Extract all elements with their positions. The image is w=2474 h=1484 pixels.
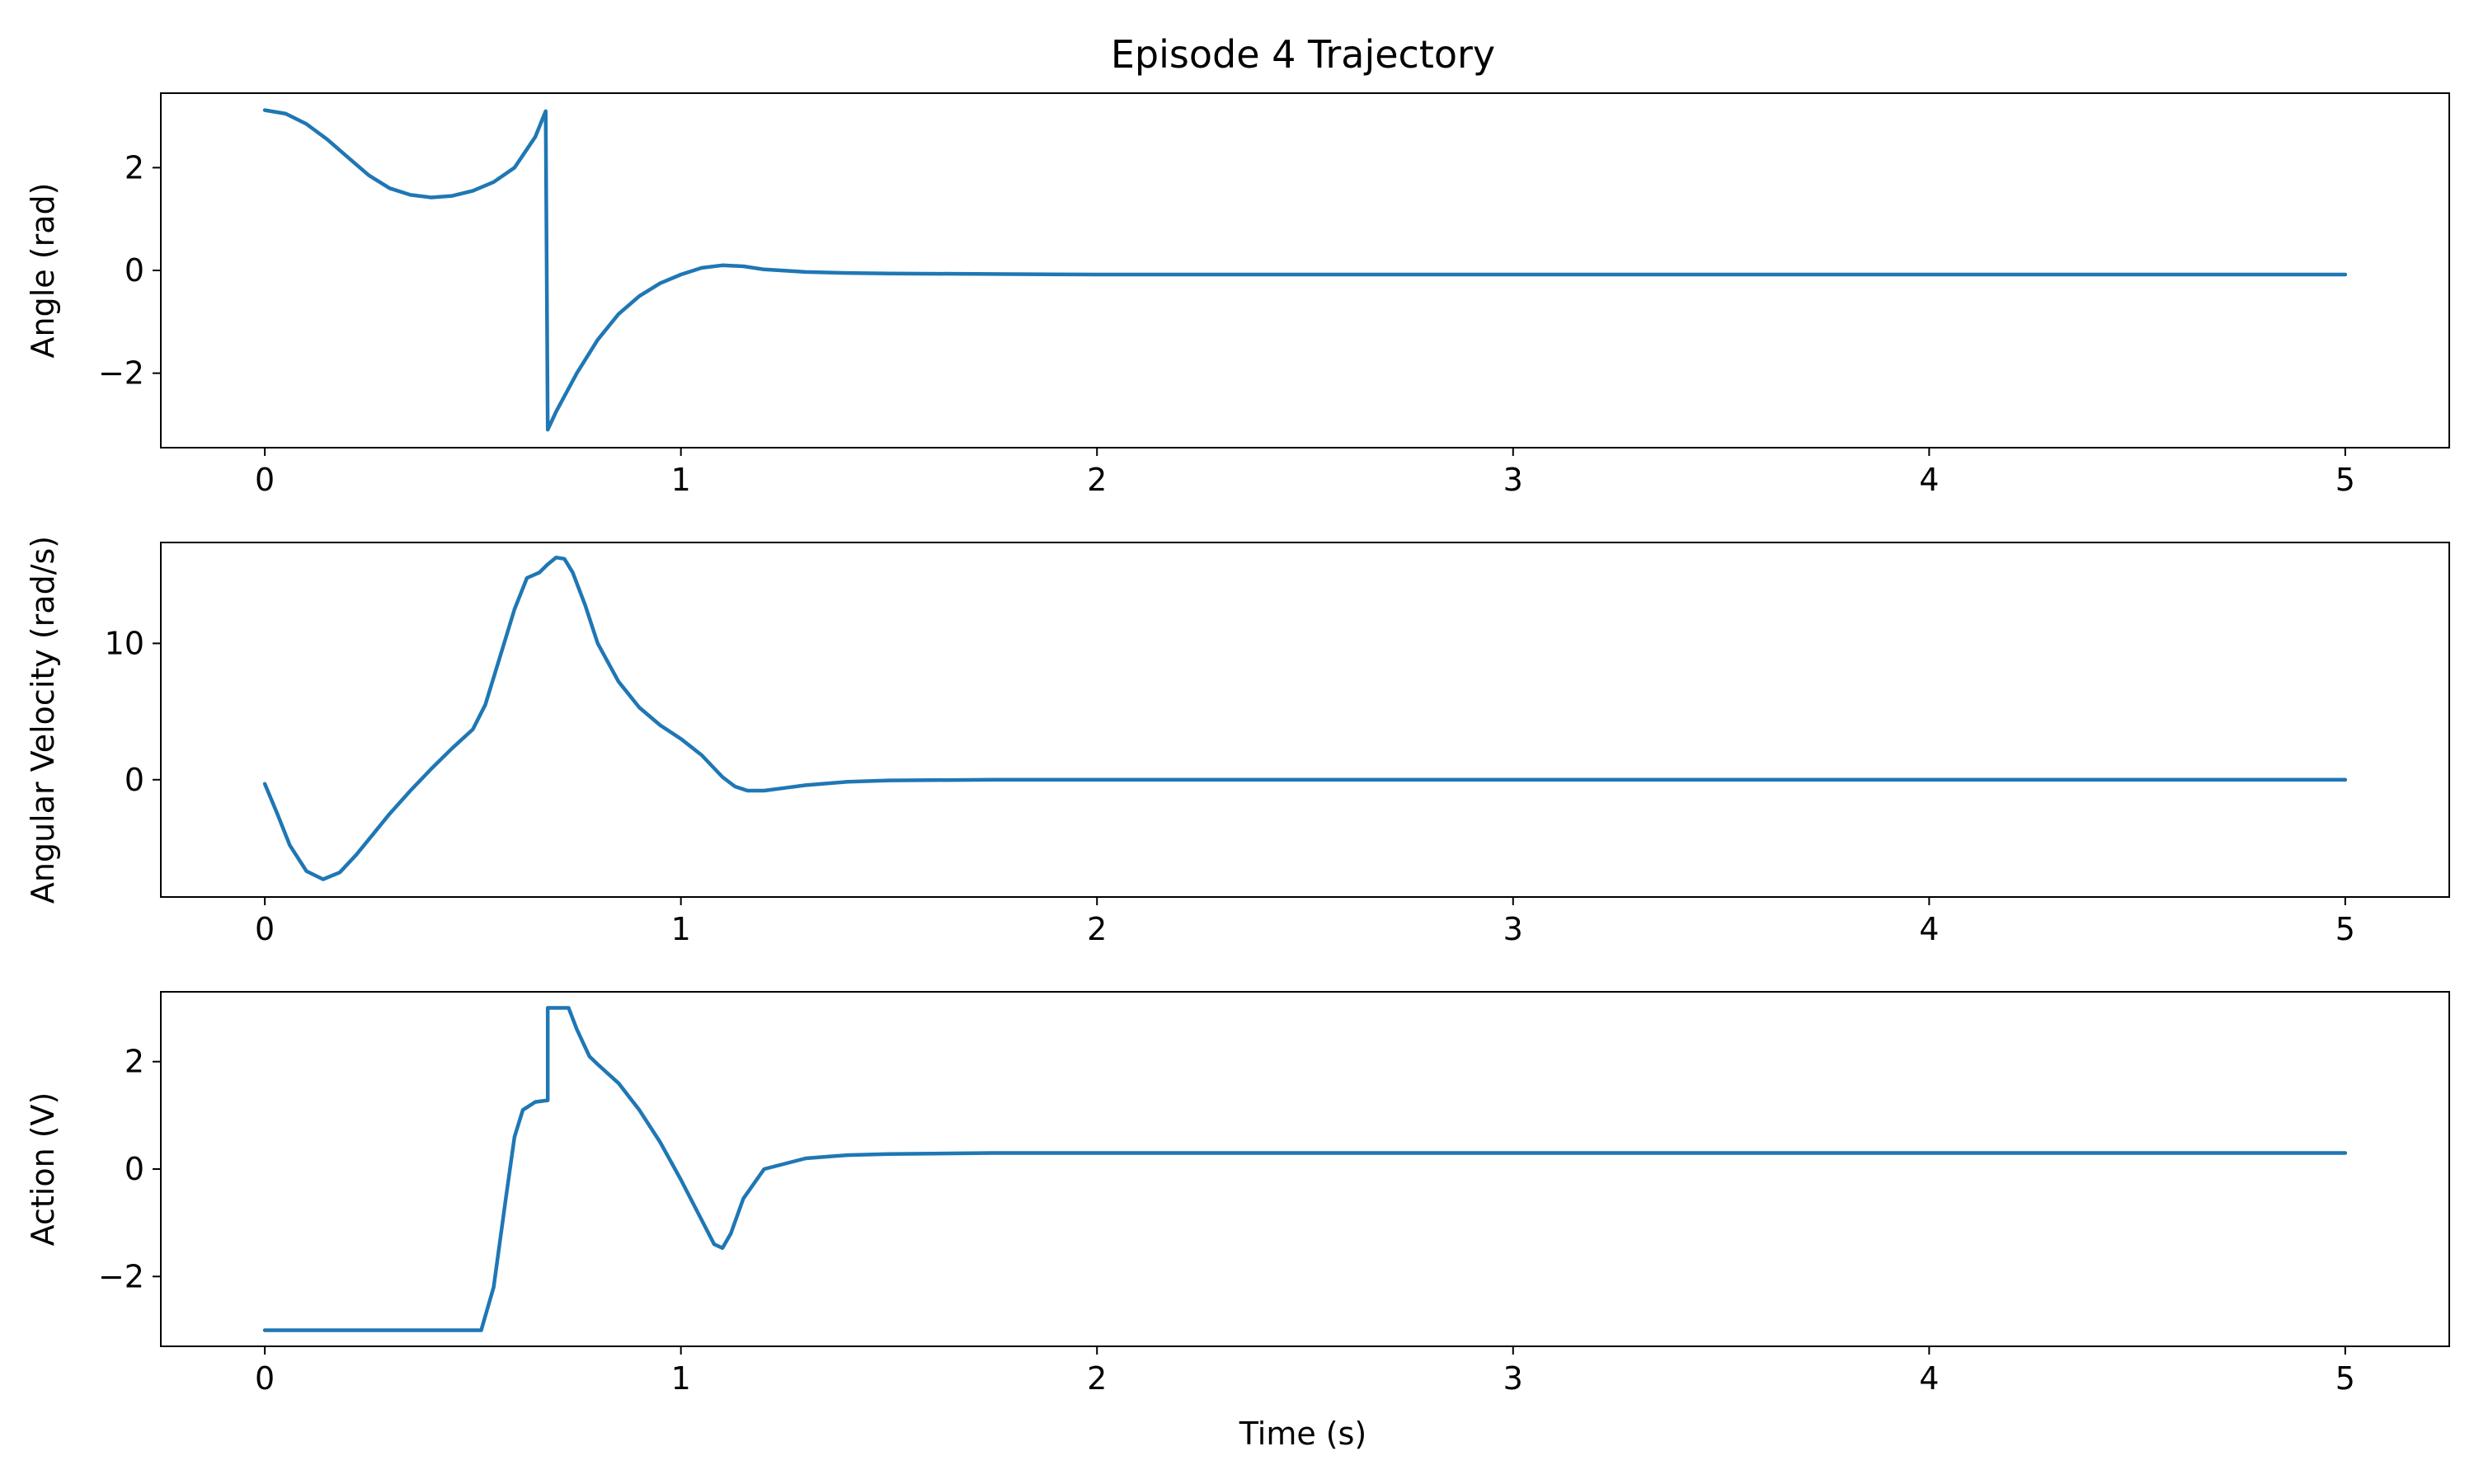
angle-series-line	[262, 108, 2348, 432]
y-tick-label: 0	[125, 252, 144, 289]
x-tick-label: 4	[1919, 462, 1939, 498]
x-tick-label: 0	[255, 1360, 275, 1397]
x-tick-label: 2	[1087, 462, 1107, 498]
x-tick-label: 4	[1919, 911, 1939, 947]
y-tick-label: 2	[125, 149, 144, 186]
y-tick-label: 2	[125, 1044, 144, 1080]
x-tick-label: 1	[671, 462, 691, 498]
x-tick-label: 4	[1919, 1360, 1939, 1397]
y-tick-label: 0	[125, 1151, 144, 1187]
action-axes-frame	[160, 991, 2450, 1347]
angular-velocity-y-axis-label: Angular Velocity (rad/s)	[25, 536, 61, 904]
x-tick-label: 3	[1503, 911, 1523, 947]
y-tick-label: −2	[98, 1258, 144, 1294]
subplot-action: 0 1 2 3 4 5 −2 0 2 Action (V)	[25, 991, 2450, 1397]
angle-y-axis-label: Angle (rad)	[25, 183, 61, 359]
x-tick-label: 3	[1503, 462, 1523, 498]
y-tick-label: 10	[105, 625, 144, 661]
x-tick-label: 0	[255, 911, 275, 947]
x-tick-label: 2	[1087, 1360, 1107, 1397]
x-tick-label: 0	[255, 462, 275, 498]
figure-title: Episode 4 Trajectory	[1111, 32, 1495, 77]
x-tick-label: 3	[1503, 1360, 1523, 1397]
x-axis-label: Time (s)	[1239, 1416, 1367, 1452]
subplot-angle: 0 1 2 3 4 5 −2 0 2 Angle (rad)	[25, 92, 2450, 498]
x-tick-label: 2	[1087, 911, 1107, 947]
x-tick-label: 1	[671, 1360, 691, 1397]
angle-axes-frame	[160, 92, 2450, 448]
x-tick-label: 5	[2335, 1360, 2355, 1397]
y-tick-label: −2	[98, 355, 144, 392]
subplot-angular-velocity: 0 1 2 3 4 5 0 10 Angular Velocity (rad/s)	[25, 536, 2450, 947]
action-y-axis-label: Action (V)	[25, 1092, 61, 1247]
x-tick-label: 5	[2335, 911, 2355, 947]
action-series-line	[262, 1006, 2348, 1332]
x-tick-label: 5	[2335, 462, 2355, 498]
angular-velocity-axes-frame	[160, 542, 2450, 898]
y-tick-label: 0	[125, 762, 144, 798]
x-tick-label: 1	[671, 911, 691, 947]
angular-velocity-series-line	[262, 555, 2348, 881]
